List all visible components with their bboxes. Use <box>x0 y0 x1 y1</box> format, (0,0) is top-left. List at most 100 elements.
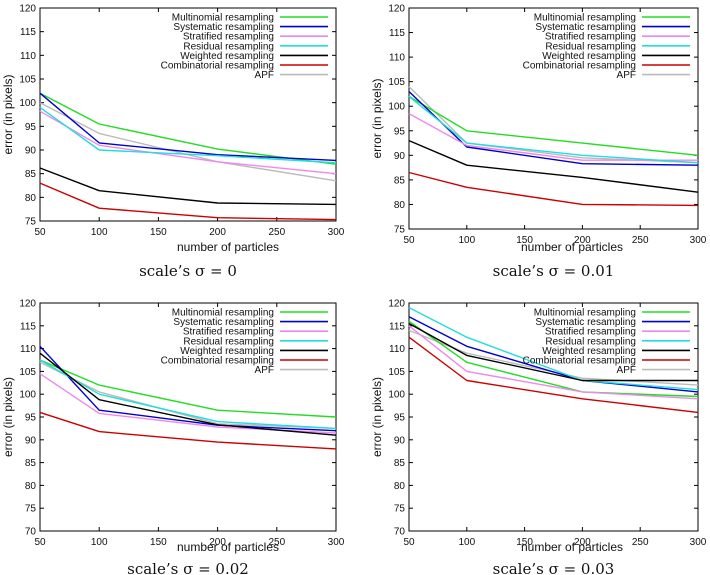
series-line-weighted-resampling <box>408 139 699 193</box>
y-tick-label: 100 <box>19 390 36 401</box>
y-tick-label: 95 <box>25 122 37 133</box>
y-tick-label: 105 <box>388 367 405 378</box>
legend-label: Systematic resampling <box>535 22 636 33</box>
x-axis-label: number of particles <box>177 540 279 554</box>
plot-frame <box>39 7 337 222</box>
legend-label: Combinatorial resampling <box>523 356 636 367</box>
legend-label: APF <box>255 70 274 81</box>
legend-label: Residual resampling <box>545 41 636 52</box>
x-tick-label: 150 <box>516 235 533 246</box>
y-tick-label: 115 <box>20 27 36 38</box>
x-axis-label: number of particles <box>521 540 623 554</box>
y-tick-label: 110 <box>20 344 36 355</box>
x-tick-label: 50 <box>34 227 46 238</box>
y-tick-label: 80 <box>394 200 406 211</box>
y-tick-label: 120 <box>388 4 405 15</box>
y-tick-label: 75 <box>394 225 406 236</box>
series-line-systematic-resampling <box>39 345 337 432</box>
x-tick-label: 150 <box>150 227 167 238</box>
legend-label: Combinatorial resampling <box>161 356 274 367</box>
legend-label: APF <box>617 70 636 81</box>
legend-label: Multinomial resampling <box>534 13 636 24</box>
series-line-systematic-resampling <box>408 316 699 393</box>
legend-label: Residual resampling <box>545 336 636 347</box>
series-line-multinomial-resampling <box>39 359 337 418</box>
x-tick-label: 200 <box>209 537 226 548</box>
panel-caption: scale’s σ = 0 <box>139 262 237 280</box>
x-tick-label: 300 <box>328 537 345 548</box>
y-tick-label: 115 <box>389 28 405 39</box>
y-tick-label: 120 <box>19 4 36 15</box>
panel-caption: scale’s σ = 0.01 <box>493 262 615 280</box>
chart-panel-4: 70 75 80 85 90 95 100 105 110 115 120 50 100 150 200 25… <box>370 299 707 575</box>
legend-label: Stratified resampling <box>183 32 274 43</box>
x-tick-label: 150 <box>516 537 533 548</box>
x-tick-label: 100 <box>458 537 475 548</box>
x-axis-label: number of particles <box>521 240 623 254</box>
x-tick-label: 250 <box>632 235 649 246</box>
y-tick-label: 110 <box>20 51 36 62</box>
legend-label: Weighted resampling <box>542 346 636 357</box>
legend-label: Stratified resampling <box>545 32 636 43</box>
x-tick-label: 300 <box>690 537 707 548</box>
series-line-weighted-resampling <box>39 167 337 206</box>
series-line-weighted-resampling <box>408 322 698 382</box>
series-line-combinatorial-resampling <box>39 411 337 450</box>
legend-label: Residual resampling <box>183 336 274 347</box>
y-tick-label: 120 <box>19 299 36 310</box>
series-line-combinatorial-resampling <box>39 182 337 221</box>
legend-label: Combinatorial resampling <box>523 61 636 72</box>
y-tick-label: 90 <box>394 435 406 446</box>
x-tick-label: 200 <box>574 235 591 246</box>
y-tick-label: 90 <box>25 146 37 157</box>
y-tick-label: 120 <box>388 299 405 310</box>
legend-label: Residual resampling <box>183 41 274 52</box>
legend-label: Stratified resampling <box>183 327 274 338</box>
legend-label: APF <box>255 365 274 376</box>
x-tick-label: 250 <box>268 227 285 238</box>
legend-label: Weighted resampling <box>180 51 274 62</box>
y-tick-label: 105 <box>19 75 36 86</box>
plot-frame <box>408 7 699 230</box>
series-line-residual-resampling <box>39 106 337 164</box>
legend-label: Stratified resampling <box>545 327 636 338</box>
y-tick-label: 75 <box>394 504 406 515</box>
y-tick-label: 80 <box>25 193 37 204</box>
chart-panel-3: 70 75 80 85 90 95 100 105 110 115 120 50 100 150 200 25… <box>1 299 345 575</box>
x-tick-label: 100 <box>91 227 108 238</box>
legend-label: Systematic resampling <box>535 317 636 328</box>
x-tick-label: 300 <box>690 235 707 246</box>
y-tick-label: 85 <box>25 458 37 469</box>
y-tick-label: 80 <box>394 481 406 492</box>
legend-label: Multinomial resampling <box>534 308 636 319</box>
chart-panel-2: 75 80 85 90 95 100 105 110 115 120 50 100 150 200 250 3… <box>370 4 707 281</box>
y-tick-label: 100 <box>388 390 405 401</box>
y-tick-label: 110 <box>389 53 405 64</box>
series-line-weighted-resampling <box>39 352 337 436</box>
y-axis-label: error (in pixels) <box>370 377 384 457</box>
legend-label: Multinomial resampling <box>172 13 274 24</box>
y-tick-label: 85 <box>394 458 406 469</box>
x-tick-label: 200 <box>209 227 226 238</box>
legend-label: APF <box>617 365 636 376</box>
y-tick-label: 75 <box>25 217 37 228</box>
series-line-combinatorial-resampling <box>408 336 699 414</box>
y-tick-label: 85 <box>394 175 406 186</box>
y-axis-label: error (in pixels) <box>370 78 384 158</box>
y-tick-label: 85 <box>25 169 37 180</box>
y-tick-label: 110 <box>389 344 405 355</box>
y-tick-label: 100 <box>388 102 405 113</box>
x-tick-label: 250 <box>268 537 285 548</box>
y-axis-label: error (in pixels) <box>1 74 15 154</box>
panel-caption: scale’s σ = 0.03 <box>493 560 615 575</box>
x-tick-label: 50 <box>403 235 415 246</box>
x-tick-label: 100 <box>458 235 475 246</box>
y-tick-label: 95 <box>25 413 37 424</box>
legend-label: Weighted resampling <box>542 51 636 62</box>
series-line-stratified-resampling <box>408 325 699 400</box>
legend-label: Weighted resampling <box>180 346 274 357</box>
series-line-combinatorial-resampling <box>408 171 699 207</box>
y-tick-label: 80 <box>25 481 37 492</box>
y-axis-label: error (in pixels) <box>1 377 15 457</box>
